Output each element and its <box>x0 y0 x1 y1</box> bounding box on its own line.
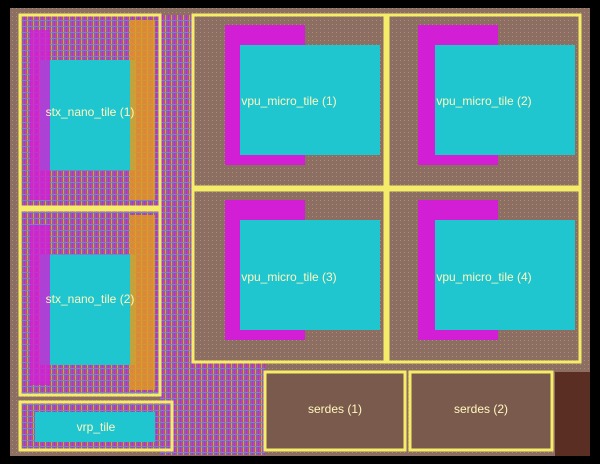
serdes-2 <box>408 370 554 452</box>
serdes-1 <box>263 370 407 452</box>
tile-label: vpu_micro_tile (3) <box>241 270 336 284</box>
tile-label: serdes (2) <box>454 402 508 416</box>
stx-tile-1 <box>18 13 162 209</box>
vpu-tile-3 <box>191 188 387 364</box>
tile-label: serdes (1) <box>308 402 362 416</box>
stx-tile-2 <box>18 208 162 397</box>
vrp-tile <box>18 400 174 452</box>
tile-label: vpu_micro_tile (1) <box>241 94 336 108</box>
routing-channel <box>172 362 265 455</box>
vpu-tile-4 <box>386 188 582 364</box>
tile-label: vpu_micro_tile (4) <box>436 270 531 284</box>
vpu-tile-2 <box>386 13 582 189</box>
tile-label: stx_nano_tile (1) <box>46 105 135 119</box>
tile-label: vpu_micro_tile (2) <box>436 94 531 108</box>
io-block <box>555 372 590 456</box>
vpu-tile-1 <box>191 13 387 189</box>
tile-label: vrp_tile <box>77 420 116 434</box>
tile-label: stx_nano_tile (2) <box>46 292 135 306</box>
